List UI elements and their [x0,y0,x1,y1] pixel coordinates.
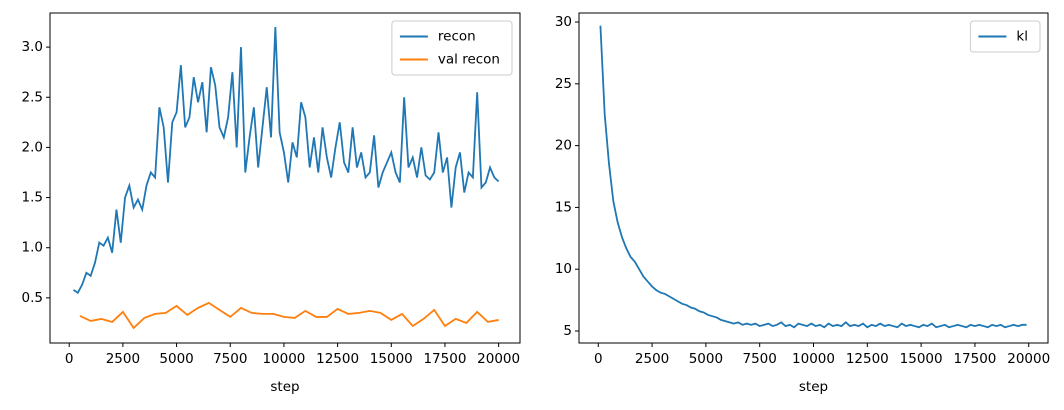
x-tick-label: 12500 [846,351,889,367]
x-tick-label: 12500 [316,351,359,367]
y-tick-label: 2.5 [22,89,43,105]
legend-label: val recon [438,52,500,68]
x-tick-label: 2500 [635,351,669,367]
y-tick-label: 3.0 [22,39,43,55]
x-tick-label: 15000 [900,351,943,367]
series-line [599,25,1027,329]
x-tick-label: 7500 [213,351,247,367]
y-tick-label: 20 [555,138,572,154]
axes-frame [49,12,521,344]
series-line [79,301,499,330]
y-tick-label: 30 [555,14,572,30]
y-tick-label: 15 [555,199,572,215]
y-tick-label: 1.5 [22,190,43,206]
x-tick-label: 5000 [159,351,193,367]
x-tick-label: 20000 [1007,351,1050,367]
y-tick-label: 5 [563,323,572,339]
legend-label: kl [1016,29,1028,45]
y-tick-label: 25 [555,76,572,92]
x-tick-label: 17500 [953,351,996,367]
x-tick-label: 15000 [370,351,413,367]
x-tick-label: 20000 [477,351,520,367]
axes-frame [578,12,1049,344]
y-tick-label: 10 [555,261,572,277]
y-tick-label: 0.5 [22,290,43,306]
x-tick-label: 10000 [792,351,835,367]
x-tick-label: 7500 [743,351,777,367]
series-line [72,27,500,295]
x-tick-label: 2500 [106,351,140,367]
y-tick-label: 1.0 [22,240,43,256]
y-tick-label: 2.0 [22,139,43,155]
x-tick-label: 0 [594,351,603,367]
x-axis-label: step [270,379,299,395]
x-tick-label: 0 [65,351,74,367]
x-tick-label: 17500 [423,351,466,367]
x-axis-label: step [799,379,828,395]
legend-frame [391,20,513,76]
x-tick-label: 5000 [689,351,723,367]
legend-label: recon [438,29,476,45]
x-tick-label: 10000 [262,351,305,367]
